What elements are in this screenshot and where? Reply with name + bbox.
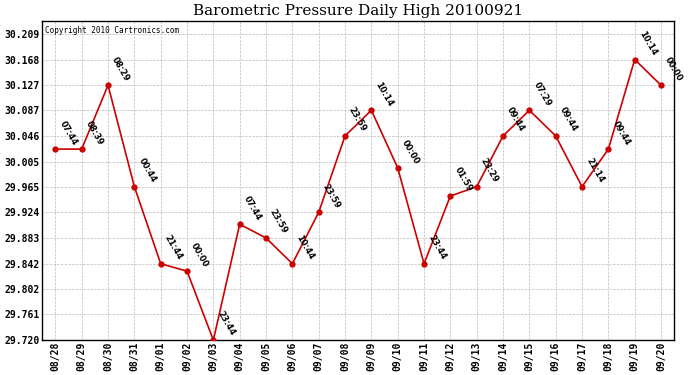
- Text: 08:29: 08:29: [110, 55, 131, 83]
- Text: 01:59: 01:59: [453, 166, 473, 194]
- Text: 23:59: 23:59: [347, 106, 368, 134]
- Text: 10:44: 10:44: [295, 234, 315, 261]
- Text: 09:44: 09:44: [558, 106, 579, 134]
- Text: 09:44: 09:44: [505, 106, 526, 134]
- Text: 23:44: 23:44: [215, 310, 237, 338]
- Text: 07:44: 07:44: [241, 194, 263, 222]
- Text: Copyright 2010 Cartronics.com: Copyright 2010 Cartronics.com: [46, 26, 179, 34]
- Text: 00:00: 00:00: [189, 242, 210, 268]
- Text: 08:39: 08:39: [83, 119, 105, 147]
- Text: 21:14: 21:14: [584, 156, 605, 184]
- Title: Barometric Pressure Daily High 20100921: Barometric Pressure Daily High 20100921: [193, 4, 523, 18]
- Text: 10:14: 10:14: [373, 80, 395, 108]
- Text: 10:14: 10:14: [637, 29, 658, 57]
- Text: 23:29: 23:29: [479, 157, 500, 184]
- Text: 07:44: 07:44: [57, 119, 79, 147]
- Text: 00:44: 00:44: [137, 157, 157, 184]
- Text: 23:44: 23:44: [426, 234, 447, 261]
- Text: 23:59: 23:59: [321, 182, 342, 210]
- Text: 21:44: 21:44: [163, 233, 184, 261]
- Text: 00:00: 00:00: [400, 138, 421, 165]
- Text: 23:59: 23:59: [268, 208, 289, 236]
- Text: 00:00: 00:00: [663, 56, 684, 83]
- Text: 07:29: 07:29: [531, 80, 553, 108]
- Text: 09:44: 09:44: [611, 119, 631, 147]
